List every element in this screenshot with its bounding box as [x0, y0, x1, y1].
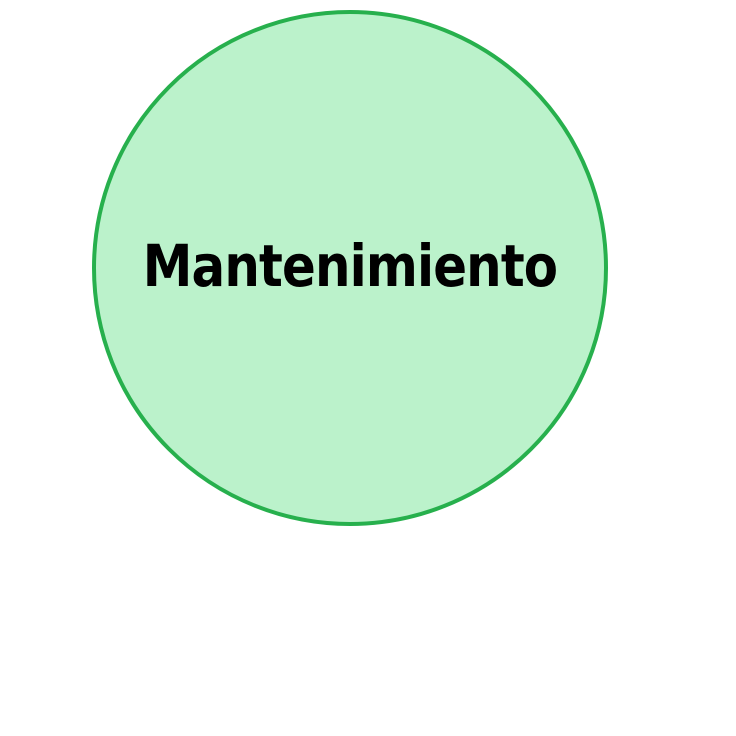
diagram-node-circle — [92, 10, 608, 526]
node-label: Mantenimiento — [142, 232, 558, 300]
